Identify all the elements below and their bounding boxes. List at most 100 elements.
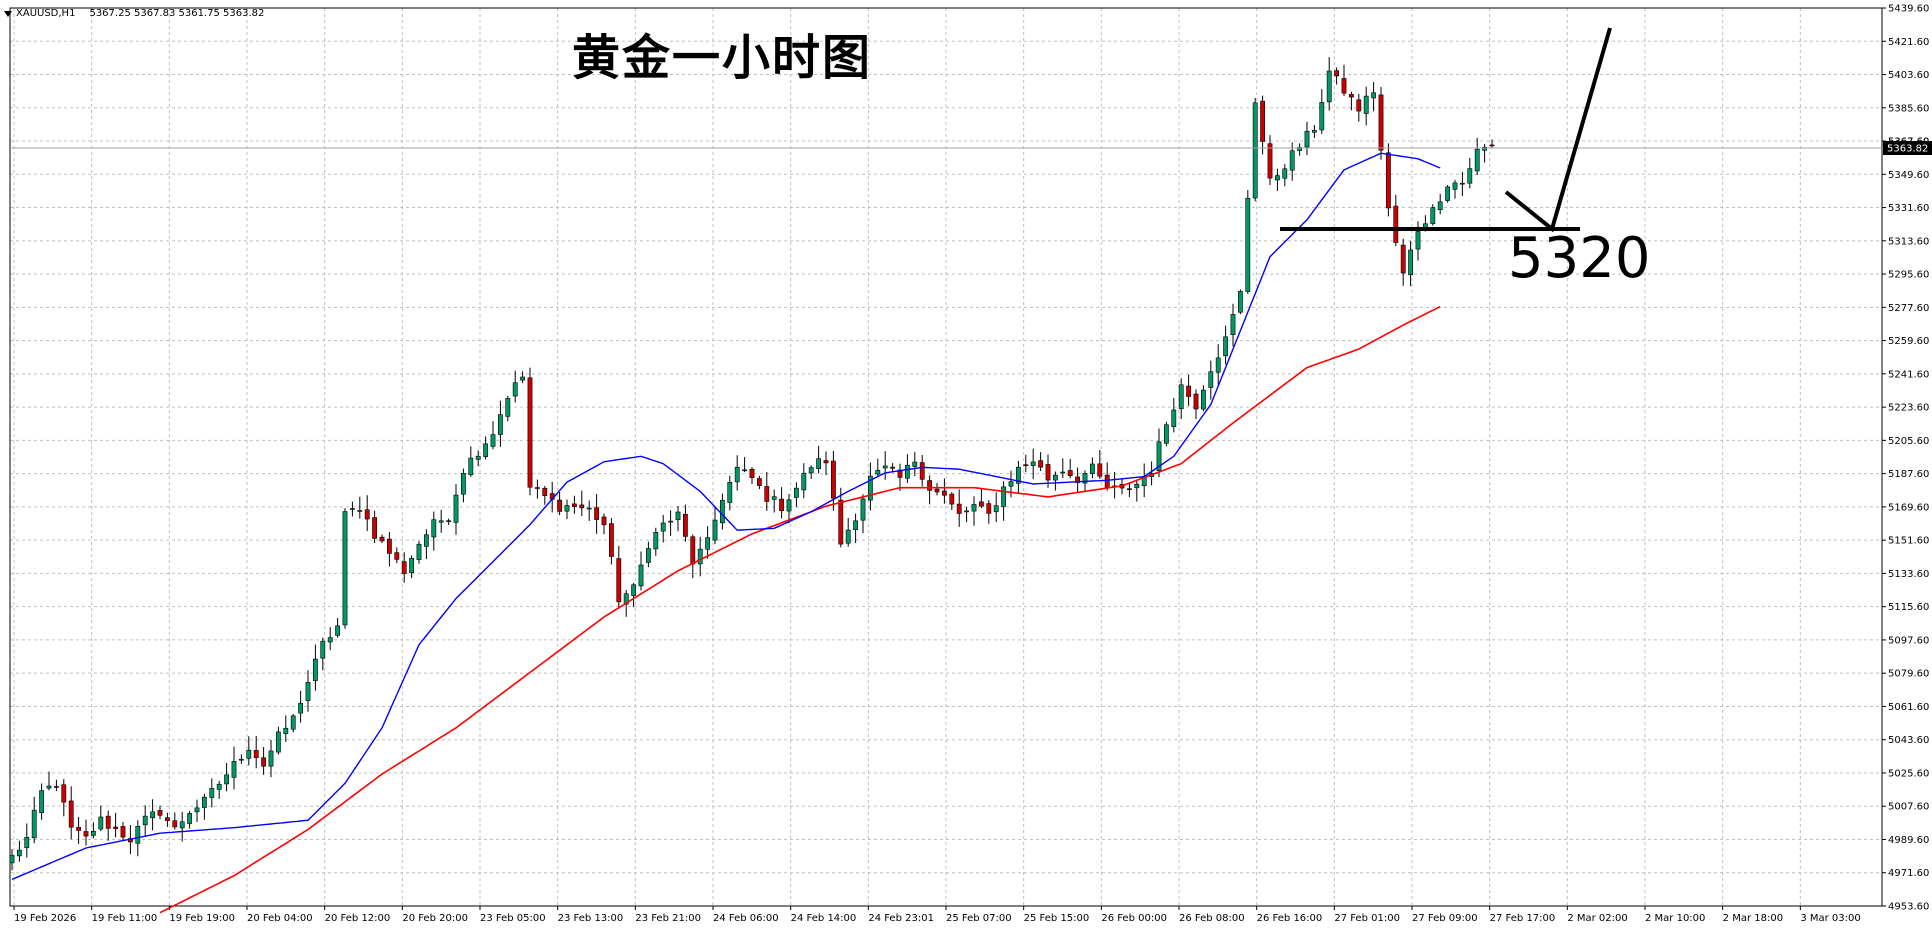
candle xyxy=(53,779,59,792)
candle xyxy=(83,819,89,846)
candle-body-bear xyxy=(838,499,844,545)
candle xyxy=(1230,303,1236,347)
candle-body-bear xyxy=(1104,474,1110,488)
candle-body-bull xyxy=(993,505,999,513)
candle xyxy=(438,509,444,533)
candle xyxy=(1460,171,1465,197)
candle xyxy=(165,812,170,827)
candle-body-bull xyxy=(209,788,215,798)
candle-body-bull xyxy=(91,831,96,836)
time-tick-label: 26 Feb 08:00 xyxy=(1179,913,1245,924)
candle xyxy=(1038,452,1043,472)
time-tick-label: 24 Feb 14:00 xyxy=(791,913,857,924)
candle-body-bear xyxy=(1400,244,1406,274)
candle-body-bull xyxy=(98,816,104,830)
candle xyxy=(460,468,466,503)
candle xyxy=(949,492,955,510)
candle xyxy=(1289,142,1295,181)
candle xyxy=(394,547,400,564)
candle-body-bull xyxy=(645,548,651,563)
candle xyxy=(349,501,355,517)
candle-body-bear xyxy=(68,800,74,828)
candle-body-bull xyxy=(1201,389,1206,410)
candle xyxy=(1393,194,1399,247)
candle-body-bear xyxy=(941,490,947,496)
time-tick-label: 24 Feb 23:01 xyxy=(868,913,934,924)
candle xyxy=(305,670,311,712)
candle xyxy=(1452,179,1458,199)
candle-body-bull xyxy=(520,376,525,381)
candle-body-bull xyxy=(1467,168,1473,184)
candle xyxy=(246,736,252,766)
candle xyxy=(927,475,932,505)
candle-body-bull xyxy=(246,749,252,759)
candle xyxy=(1193,389,1199,420)
candle xyxy=(490,421,496,450)
candle-body-bull xyxy=(904,464,910,479)
candle xyxy=(231,746,237,790)
price-tick-label: 5403.60 xyxy=(1888,70,1929,81)
candle-body-bull xyxy=(1215,357,1221,373)
candle-body-bull xyxy=(1238,291,1243,313)
candle-body-bear xyxy=(571,503,577,508)
candle xyxy=(1045,454,1051,488)
candle xyxy=(608,517,614,565)
candle-body-bull xyxy=(505,398,511,417)
candle-body-bear xyxy=(1186,385,1191,397)
candle xyxy=(1090,457,1095,479)
candle xyxy=(1238,289,1243,315)
price-tick-label: 5115.60 xyxy=(1888,602,1929,613)
candle-body-bull xyxy=(497,414,503,435)
candle xyxy=(882,451,888,480)
candle-body-bull xyxy=(342,511,348,626)
candle xyxy=(1015,460,1021,495)
ma-fast-line xyxy=(11,152,1441,881)
price-tick-label: 5241.60 xyxy=(1888,369,1929,380)
chevron-down-icon[interactable] xyxy=(4,10,12,17)
candle-body-bear xyxy=(1386,152,1391,209)
candle-body-bull xyxy=(1015,466,1021,484)
symbol-label: XAUUSD,H1 xyxy=(16,8,76,19)
candle-body-bear xyxy=(105,815,111,829)
candle-body-bull xyxy=(416,543,422,560)
candle xyxy=(91,822,96,839)
candle xyxy=(24,823,30,858)
candle xyxy=(216,780,222,799)
candle xyxy=(1400,238,1406,286)
candle xyxy=(224,762,229,792)
candle xyxy=(823,451,829,476)
price-tick-label: 5133.60 xyxy=(1888,569,1929,580)
candle-body-bull xyxy=(623,593,629,605)
candle-body-bull xyxy=(1275,175,1280,181)
candle xyxy=(786,493,792,524)
candle-body-bull xyxy=(475,455,481,460)
candle xyxy=(705,526,710,559)
candle xyxy=(964,506,969,523)
candle-body-bull xyxy=(1312,130,1317,133)
candle xyxy=(734,455,740,491)
price-tick-label: 5061.60 xyxy=(1888,702,1929,713)
candle xyxy=(209,778,215,808)
candle-body-bull xyxy=(1178,384,1184,410)
candle-body-bear xyxy=(1489,144,1495,147)
candle xyxy=(534,479,540,499)
candle xyxy=(1208,360,1214,400)
candle xyxy=(1489,139,1495,148)
candle xyxy=(912,452,918,476)
candle-body-bear xyxy=(372,517,377,539)
candle xyxy=(253,735,259,769)
candle-body-bear xyxy=(978,501,984,507)
candle xyxy=(1267,135,1273,185)
candle xyxy=(372,510,377,544)
candle-body-bear xyxy=(1260,100,1265,142)
candle-body-bull xyxy=(1408,249,1413,276)
candle xyxy=(1363,86,1369,126)
candle-body-bull xyxy=(1452,182,1458,190)
candle xyxy=(697,536,703,577)
candle-body-bear xyxy=(1097,463,1103,477)
candle-body-bear xyxy=(1193,393,1199,410)
candle xyxy=(379,534,385,544)
candle-body-bull xyxy=(1060,471,1066,474)
candle-body-bull xyxy=(793,487,799,498)
